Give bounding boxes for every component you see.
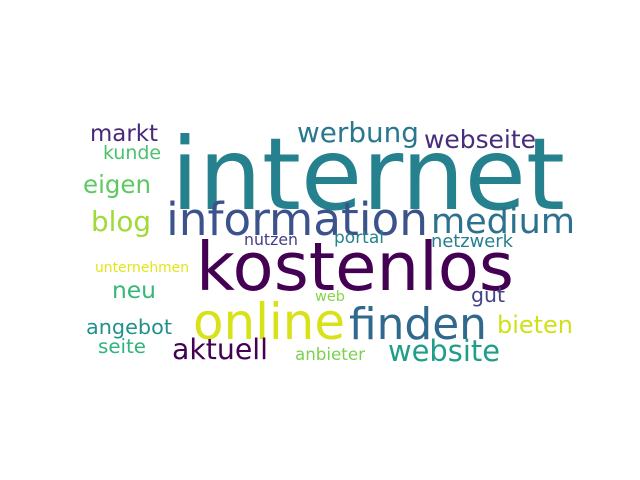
word-finden: finden bbox=[349, 299, 487, 351]
word-medium: medium bbox=[431, 200, 575, 242]
word-bieten: bieten bbox=[497, 311, 573, 339]
word-information: information bbox=[166, 193, 428, 247]
word-kunde: kunde bbox=[103, 141, 161, 164]
word-neu: neu bbox=[112, 276, 156, 305]
word-netzwerk: netzwerk bbox=[431, 231, 513, 253]
word-gut: gut bbox=[471, 282, 505, 307]
word-kostenlos: kostenlos bbox=[196, 228, 514, 307]
word-internet: internet bbox=[171, 117, 565, 234]
word-portal: portal bbox=[334, 227, 384, 248]
word-aktuell: aktuell bbox=[172, 332, 268, 366]
word-seite: seite bbox=[98, 335, 146, 359]
word-website: website bbox=[388, 333, 500, 368]
word-unternehmen: unternehmen bbox=[95, 260, 189, 277]
word-markt: markt bbox=[90, 120, 158, 147]
word-nutzen: nutzen bbox=[244, 230, 298, 250]
word-webseite: webseite bbox=[424, 124, 536, 154]
word-blog: blog bbox=[91, 205, 151, 239]
word-online: online bbox=[193, 293, 345, 352]
word-eigen: eigen bbox=[83, 169, 151, 199]
word-angebot: angebot bbox=[86, 314, 173, 339]
word-web: web bbox=[315, 288, 345, 305]
word-werbung: werbung bbox=[297, 116, 419, 150]
word-anbieter: anbieter bbox=[295, 344, 365, 364]
